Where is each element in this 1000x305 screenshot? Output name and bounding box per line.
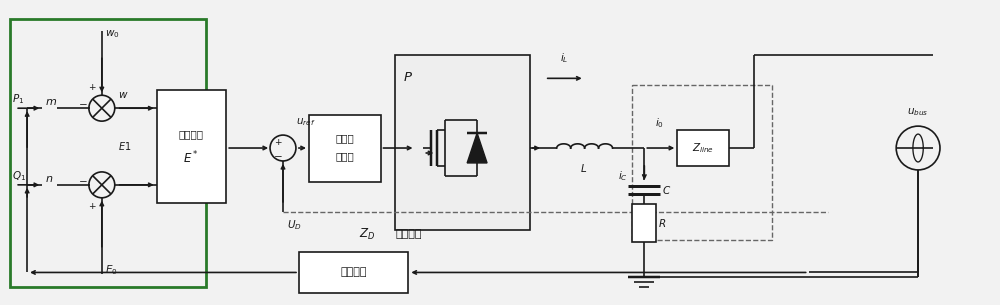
Text: $+$: $+$ (88, 82, 96, 92)
Text: $E_0$: $E_0$ (105, 264, 117, 278)
Text: $E1$: $E1$ (118, 140, 131, 152)
Text: 流闭环: 流闭环 (335, 151, 354, 161)
Bar (299, 252, 408, 293)
Text: $w$: $w$ (118, 90, 128, 100)
Bar (10, 19, 206, 287)
Text: 功率计算: 功率计算 (340, 267, 367, 278)
Polygon shape (467, 133, 487, 163)
Bar (309, 115, 381, 182)
Bar (677, 130, 729, 166)
Text: $L$: $L$ (580, 162, 587, 174)
Bar (632, 204, 656, 242)
Text: $n$: $n$ (45, 174, 53, 184)
Text: $-$: $-$ (273, 150, 283, 160)
Text: $P_1$: $P_1$ (12, 92, 24, 106)
Text: $Q_1$: $Q_1$ (12, 169, 26, 183)
Text: $+$: $+$ (88, 201, 96, 211)
Text: $Z_D$: $Z_D$ (359, 227, 375, 242)
Text: $w_0$: $w_0$ (105, 29, 119, 40)
Text: $i_0$: $i_0$ (655, 116, 664, 130)
Text: $R$: $R$ (658, 217, 667, 229)
Bar (632, 85, 772, 240)
Text: $+$: $+$ (274, 137, 282, 147)
Text: $-$: $-$ (78, 98, 88, 108)
Bar (157, 90, 226, 203)
Text: $C$: $C$ (662, 184, 671, 196)
Text: 指令模块: 指令模块 (179, 129, 204, 139)
Text: 电压电: 电压电 (335, 133, 354, 143)
Text: $m$: $m$ (45, 97, 57, 107)
Text: $P$: $P$ (403, 71, 413, 84)
Text: $u_{bus}$: $u_{bus}$ (907, 106, 929, 118)
Text: 虚拟阻抗: 虚拟阻抗 (395, 229, 422, 239)
Text: $i_L$: $i_L$ (560, 52, 569, 65)
Text: $Z_{line}$: $Z_{line}$ (692, 141, 714, 155)
Text: $U_D$: $U_D$ (287, 218, 302, 231)
Text: $-$: $-$ (78, 175, 88, 185)
Bar (395, 56, 530, 230)
Text: $E^*$: $E^*$ (183, 150, 199, 166)
Text: $u_{ref}$: $u_{ref}$ (296, 116, 315, 128)
Text: $i_C$: $i_C$ (618, 169, 628, 183)
